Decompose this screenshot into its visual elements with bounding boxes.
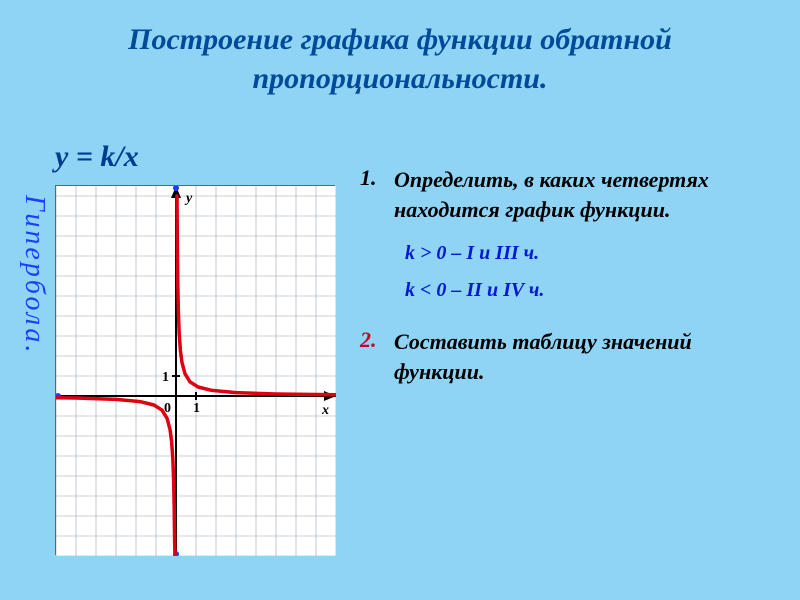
graph-svg: y x 0 1 1: [56, 186, 336, 556]
condition-text: k < 0 – II и IV ч.: [405, 279, 780, 302]
step: 1. Определить, в каких четвертях находитс…: [360, 165, 780, 302]
hyperbola-graph: y x 0 1 1: [55, 185, 335, 555]
curve-type-label: Гипербола.: [18, 195, 50, 355]
svg-text:x: x: [321, 403, 329, 418]
svg-text:y: y: [184, 191, 193, 206]
step: 2. Составить таблицу значений функции.: [360, 327, 780, 386]
step-text: Определить, в каких четвертях находится …: [394, 165, 780, 224]
step-line: 1. Определить, в каких четвертях находитс…: [360, 165, 780, 224]
steps-list: 1. Определить, в каких четвертях находитс…: [360, 165, 780, 407]
slide-title: Построение графика функции обратной проп…: [0, 0, 800, 108]
step-line: 2. Составить таблицу значений функции.: [360, 327, 780, 386]
formula: y = k/x: [55, 140, 139, 174]
conditions: k > 0 – I и III ч. k < 0 – II и IV ч.: [405, 242, 780, 302]
step-text: Составить таблицу значений функции.: [394, 327, 780, 386]
slide: Построение графика функции обратной проп…: [0, 0, 800, 600]
condition-text: k > 0 – I и III ч.: [405, 242, 780, 265]
svg-text:1: 1: [193, 401, 200, 416]
step-number: 2.: [360, 327, 384, 353]
svg-text:1: 1: [162, 370, 169, 385]
svg-text:0: 0: [164, 401, 171, 416]
step-number: 1.: [360, 165, 384, 191]
